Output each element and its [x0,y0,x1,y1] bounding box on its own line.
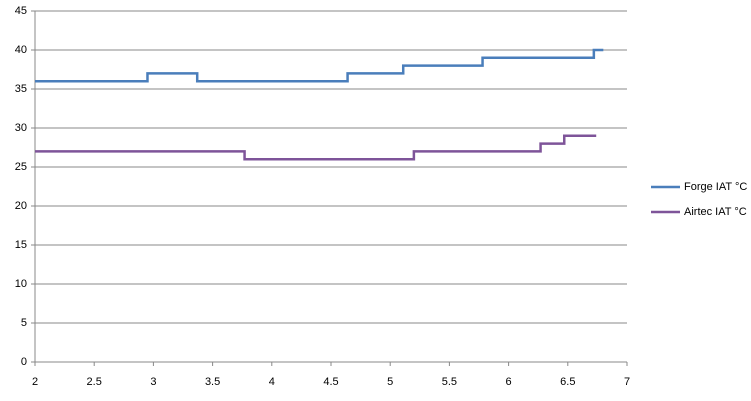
y-tick-label: 45 [15,5,27,17]
x-tick-label: 4 [269,376,275,388]
x-tick-label: 6 [506,376,512,388]
legend-label: Airtec IAT °C [684,206,747,218]
y-tick-label: 10 [15,278,27,290]
x-tick-label: 4.5 [323,376,338,388]
x-tick-label: 3.5 [205,376,220,388]
x-tick-label: 6.5 [560,376,575,388]
x-tick-label: 2 [32,376,38,388]
y-tick-label: 15 [15,239,27,251]
x-tick-label: 5.5 [442,376,457,388]
legend-label: Forge IAT °C [684,181,747,193]
y-tick-label: 0 [21,356,27,368]
y-tick-label: 20 [15,200,27,212]
x-tick-label: 5 [387,376,393,388]
x-tick-label: 2.5 [87,376,102,388]
x-tick-label: 3 [150,376,156,388]
y-tick-label: 25 [15,161,27,173]
y-tick-label: 40 [15,44,27,56]
x-tick-label: 7 [624,376,630,388]
y-tick-label: 35 [15,83,27,95]
y-tick-label: 30 [15,122,27,134]
series-line [35,134,597,161]
series-line [35,48,604,83]
y-tick-label: 5 [21,317,27,329]
